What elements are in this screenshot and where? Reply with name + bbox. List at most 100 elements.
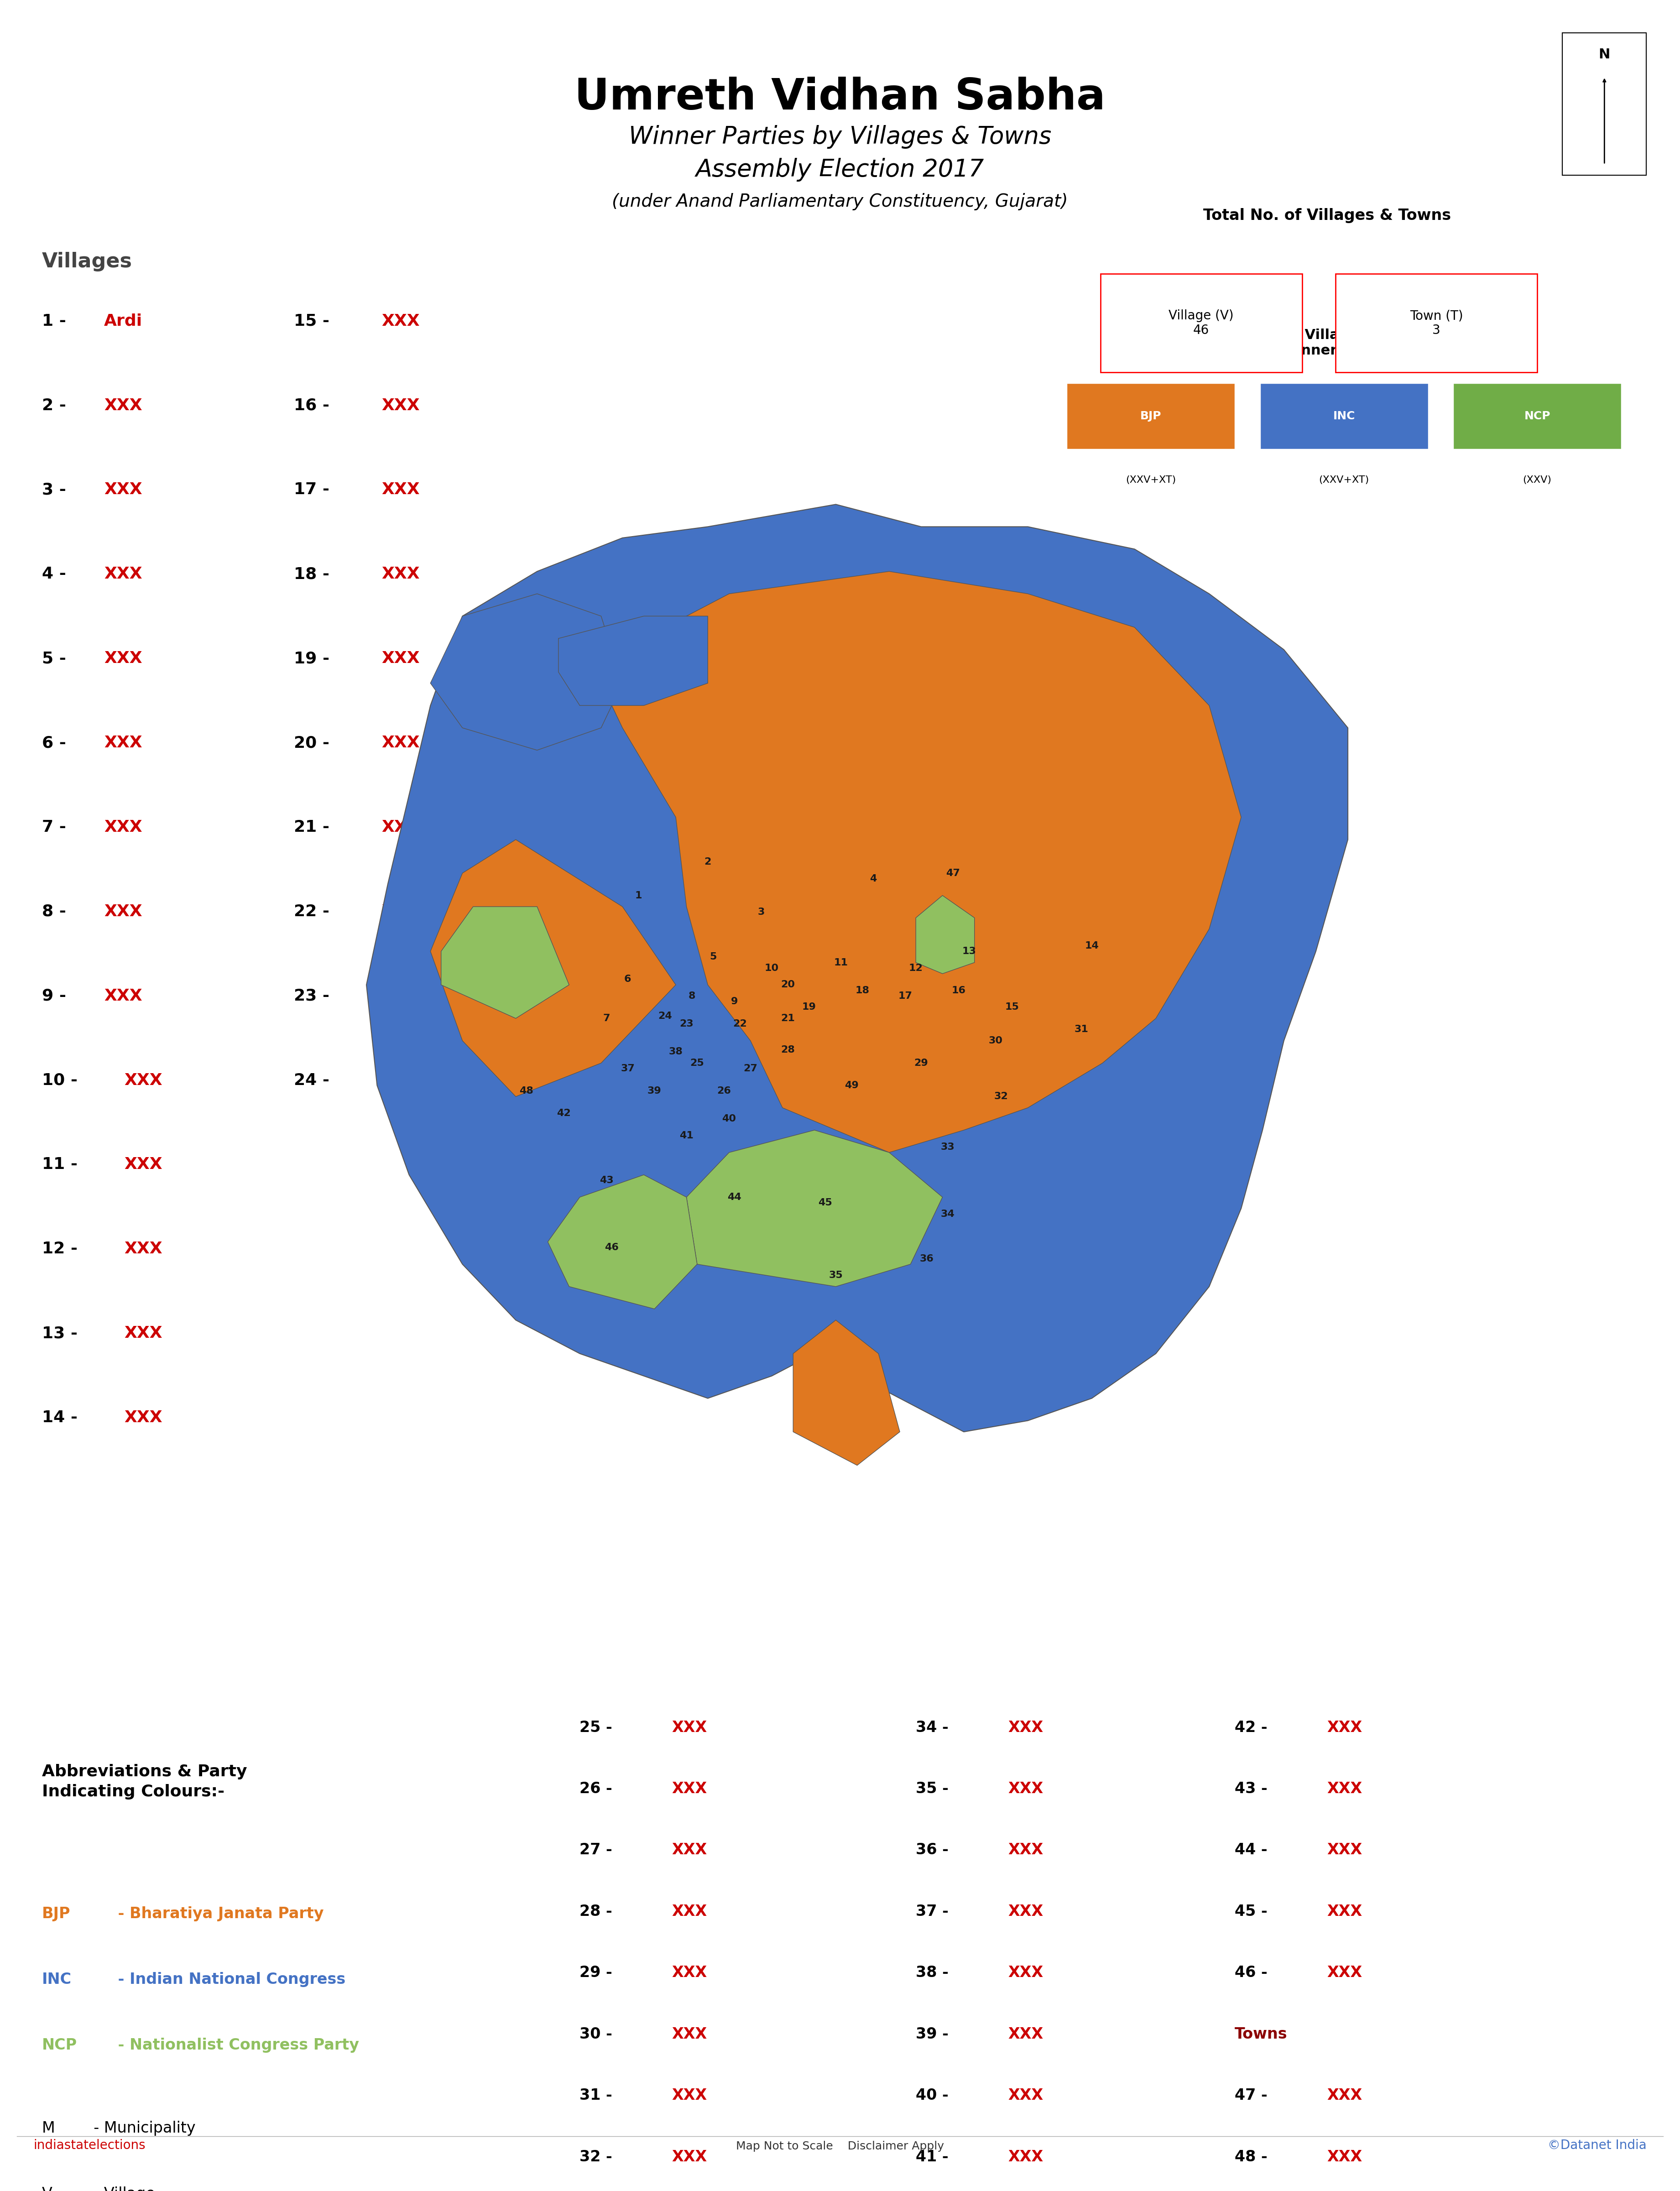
- Text: INC: INC: [1332, 412, 1356, 421]
- Text: XXX: XXX: [381, 988, 420, 1003]
- Text: - Village: - Village: [84, 2187, 155, 2191]
- Text: 15 -: 15 -: [294, 313, 336, 329]
- Text: 26 -: 26 -: [580, 1781, 618, 1797]
- Text: - Bharatiya Janata Party: - Bharatiya Janata Party: [113, 1906, 324, 1922]
- Text: XXX: XXX: [381, 905, 420, 920]
- Text: indiastatelections: indiastatelections: [34, 2138, 146, 2152]
- FancyBboxPatch shape: [1260, 383, 1428, 449]
- Text: XXX: XXX: [672, 1904, 707, 1919]
- Text: XXX: XXX: [124, 1326, 163, 1341]
- Text: XXX: XXX: [104, 399, 143, 414]
- Text: Assembly Election 2017: Assembly Election 2017: [696, 158, 984, 182]
- Text: Town (T)
3: Town (T) 3: [1410, 309, 1463, 337]
- Text: 24 -: 24 -: [294, 1074, 336, 1089]
- Polygon shape: [430, 594, 622, 749]
- Text: XXX: XXX: [672, 2027, 707, 2042]
- Text: XXX: XXX: [672, 2088, 707, 2103]
- FancyBboxPatch shape: [1562, 33, 1646, 175]
- Text: 5 -: 5 -: [42, 651, 72, 666]
- Text: 18: 18: [855, 986, 870, 995]
- Text: 13: 13: [963, 947, 976, 955]
- Text: 9 -: 9 -: [42, 988, 72, 1003]
- Text: XXX: XXX: [104, 651, 143, 666]
- Text: XXX: XXX: [381, 651, 420, 666]
- Text: XXX: XXX: [1008, 1965, 1043, 1981]
- Text: XXX: XXX: [672, 1781, 707, 1797]
- Text: XXX: XXX: [1327, 1720, 1362, 1735]
- Text: 31 -: 31 -: [580, 2088, 618, 2103]
- Text: 28: 28: [781, 1045, 795, 1054]
- Text: Villages: Villages: [42, 252, 133, 272]
- Text: 2 -: 2 -: [42, 399, 72, 414]
- Polygon shape: [558, 616, 707, 706]
- Text: NCP: NCP: [42, 2038, 77, 2053]
- Text: (under Anand Parliamentary Constituency, Gujarat): (under Anand Parliamentary Constituency,…: [612, 193, 1068, 210]
- Text: 35: 35: [828, 1271, 843, 1280]
- Text: 17 -: 17 -: [294, 482, 336, 497]
- Text: M: M: [42, 2121, 55, 2136]
- Text: 34: 34: [941, 1209, 954, 1218]
- Text: XXX: XXX: [104, 819, 143, 835]
- Text: - Nationalist Congress Party: - Nationalist Congress Party: [113, 2038, 360, 2053]
- Text: 1 -: 1 -: [42, 313, 72, 329]
- Text: ©Datanet India: ©Datanet India: [1547, 2138, 1646, 2152]
- FancyBboxPatch shape: [1067, 383, 1235, 449]
- Text: 43 -: 43 -: [1235, 1781, 1273, 1797]
- Text: 10: 10: [764, 964, 780, 973]
- Text: XXX: XXX: [124, 1157, 163, 1172]
- Text: XXX: XXX: [124, 1411, 163, 1426]
- FancyBboxPatch shape: [1453, 383, 1621, 449]
- Text: XXX: XXX: [381, 819, 420, 835]
- Text: 42 -: 42 -: [1235, 1720, 1273, 1735]
- Text: 40 -: 40 -: [916, 2088, 954, 2103]
- Text: 44 -: 44 -: [1235, 1843, 1273, 1858]
- Text: 8 -: 8 -: [42, 905, 72, 920]
- Text: Map Not to Scale    Disclaimer Apply: Map Not to Scale Disclaimer Apply: [736, 2141, 944, 2152]
- Text: XXX: XXX: [104, 565, 143, 583]
- Text: XXX: XXX: [104, 734, 143, 752]
- Text: 19 -: 19 -: [294, 651, 336, 666]
- Text: 24: 24: [659, 1012, 672, 1021]
- Text: 25 -: 25 -: [580, 1720, 618, 1735]
- Text: XXX: XXX: [1327, 2088, 1362, 2103]
- Text: (XXV): (XXV): [1522, 475, 1552, 484]
- Text: 32 -: 32 -: [580, 2149, 618, 2165]
- Text: XXX: XXX: [381, 313, 420, 329]
- Text: XXX: XXX: [1008, 1904, 1043, 1919]
- FancyBboxPatch shape: [1100, 274, 1302, 372]
- Text: 2: 2: [704, 857, 711, 865]
- Text: 18 -: 18 -: [294, 565, 336, 583]
- Text: 47 -: 47 -: [1235, 2088, 1273, 2103]
- Text: - Indian National Congress: - Indian National Congress: [113, 1972, 346, 1987]
- Text: 19: 19: [801, 1003, 816, 1012]
- Text: BJP: BJP: [42, 1906, 71, 1922]
- Text: - Municipality: - Municipality: [84, 2121, 195, 2136]
- Text: XXX: XXX: [381, 399, 420, 414]
- FancyBboxPatch shape: [1336, 274, 1537, 372]
- Text: 43: 43: [600, 1177, 613, 1185]
- Text: Towns: Towns: [1235, 2027, 1287, 2042]
- Text: 7 -: 7 -: [42, 819, 72, 835]
- Text: 8: 8: [689, 993, 696, 1001]
- Text: 11 -: 11 -: [42, 1157, 84, 1172]
- Text: 26: 26: [717, 1087, 731, 1096]
- Text: 10 -: 10 -: [42, 1074, 84, 1089]
- Text: 3 -: 3 -: [42, 482, 72, 497]
- Text: 46: 46: [605, 1242, 618, 1251]
- Text: V: V: [42, 2187, 52, 2191]
- Text: XXX: XXX: [381, 1074, 420, 1089]
- Text: 41: 41: [679, 1131, 694, 1139]
- Text: 41 -: 41 -: [916, 2149, 954, 2165]
- Text: 48 -: 48 -: [1235, 2149, 1273, 2165]
- Polygon shape: [793, 1319, 900, 1466]
- Text: 29 -: 29 -: [580, 1965, 618, 1981]
- Text: XXX: XXX: [672, 1720, 707, 1735]
- Text: 5: 5: [709, 953, 717, 962]
- Text: 35 -: 35 -: [916, 1781, 954, 1797]
- Text: 21 -: 21 -: [294, 819, 336, 835]
- Text: 30: 30: [990, 1036, 1003, 1045]
- Text: Winner Parties by Villages & Towns: Winner Parties by Villages & Towns: [628, 125, 1052, 149]
- Text: Total No. of Villages & Towns: Total No. of Villages & Towns: [1203, 208, 1452, 223]
- Polygon shape: [601, 572, 1242, 1152]
- Text: 46 -: 46 -: [1235, 1965, 1273, 1981]
